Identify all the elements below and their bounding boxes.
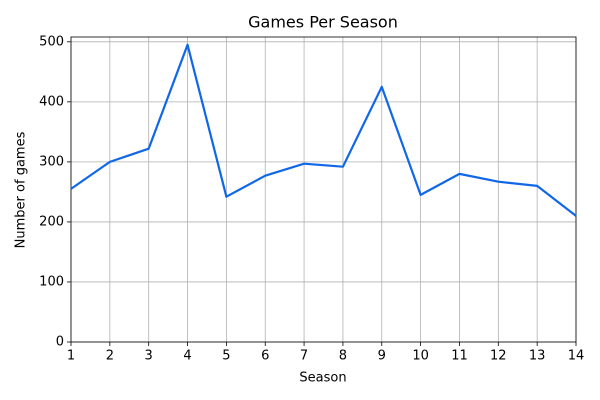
- y-tick-label: 0: [56, 335, 64, 350]
- plot-frame: [70, 36, 577, 343]
- x-tick-label: 6: [261, 349, 269, 364]
- x-tick-label: 1: [67, 349, 75, 364]
- x-tick-label: 2: [106, 349, 114, 364]
- y-tick-label: 100: [39, 274, 64, 289]
- x-tick-label: 12: [490, 349, 507, 364]
- x-tick-label: 14: [568, 349, 585, 364]
- chart-title: Games Per Season: [248, 13, 398, 32]
- x-tick-label: 11: [451, 349, 468, 364]
- y-tick-label: 300: [39, 154, 64, 169]
- y-tick-label: 400: [39, 94, 64, 109]
- x-axis-label: Season: [299, 371, 346, 386]
- y-tick-label: 500: [39, 34, 64, 49]
- x-tick-label: 7: [300, 349, 308, 364]
- x-tick-label: 4: [183, 349, 191, 364]
- x-tick-label: 3: [145, 349, 153, 364]
- x-tick-label: 9: [378, 349, 386, 364]
- x-tick-label: 10: [412, 349, 429, 364]
- x-tick-label: 13: [529, 349, 546, 364]
- line-series: [70, 43, 577, 217]
- y-tick-label: 200: [39, 214, 64, 229]
- x-tick-label: 5: [222, 349, 230, 364]
- y-axis-label: Number of games: [14, 131, 29, 248]
- x-tick-label: 8: [339, 349, 347, 364]
